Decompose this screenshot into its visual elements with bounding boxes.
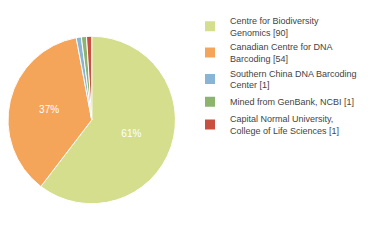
svg-text:Southern China DNA BarcodingCe: Southern China DNA BarcodingCenter [1]	[230, 69, 357, 91]
svg-text:Canadian Centre for DNABarcodi: Canadian Centre for DNABarcoding [54]	[230, 42, 333, 64]
svg-text:Centre for BiodiversityGenomic: Centre for BiodiversityGenomics [90]	[230, 16, 319, 38]
svg-text:Capital Normal University,Coll: Capital Normal University,College of Lif…	[230, 114, 339, 136]
svg-text:61%: 61%	[121, 128, 141, 139]
svg-text:37%: 37%	[39, 104, 59, 115]
svg-text:Mined from GenBank, NCBI [1]: Mined from GenBank, NCBI [1]	[230, 97, 354, 107]
